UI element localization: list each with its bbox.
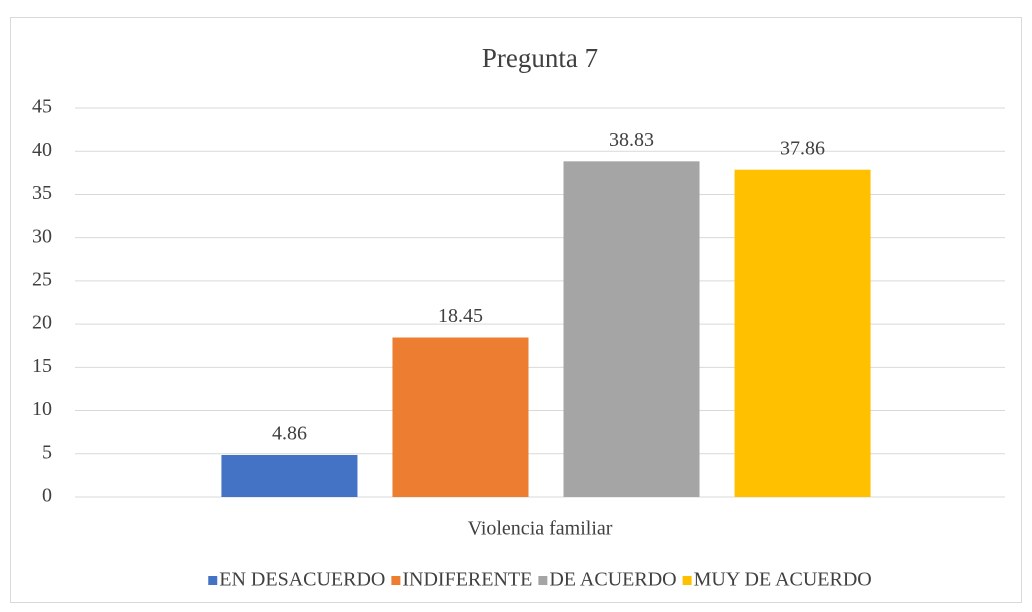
y-tick-label: 5 <box>42 441 52 463</box>
y-tick-label: 30 <box>32 225 52 247</box>
legend-label: DE ACUERDO <box>549 569 676 591</box>
data-label: 4.86 <box>272 423 307 445</box>
y-tick-label: 0 <box>42 485 52 507</box>
y-tick-label: 25 <box>32 268 52 290</box>
y-tick-label: 45 <box>32 96 52 118</box>
chart-title: Pregunta 7 <box>482 43 598 73</box>
legend-label: EN DESACUERDO <box>219 569 385 591</box>
bar <box>563 161 700 497</box>
data-label: 18.45 <box>438 305 483 327</box>
legend-swatch <box>682 576 692 585</box>
y-tick-label: 40 <box>32 139 52 161</box>
bar <box>392 337 529 497</box>
y-tick-label: 10 <box>32 398 52 420</box>
data-label: 37.86 <box>780 137 825 159</box>
y-tick-label: 15 <box>32 355 52 377</box>
data-label: 38.83 <box>609 129 654 151</box>
x-tick-label: Violencia familiar <box>468 518 613 540</box>
bar <box>221 454 358 497</box>
legend-swatch <box>538 576 548 585</box>
legend-label: MUY DE ACUERDO <box>694 569 872 591</box>
y-tick-label: 35 <box>32 182 52 204</box>
legend-label: INDIFERENTE <box>402 569 532 591</box>
legend-swatch <box>208 576 218 585</box>
bar <box>734 169 871 498</box>
y-tick-label: 20 <box>32 312 52 334</box>
legend-swatch <box>391 576 401 585</box>
